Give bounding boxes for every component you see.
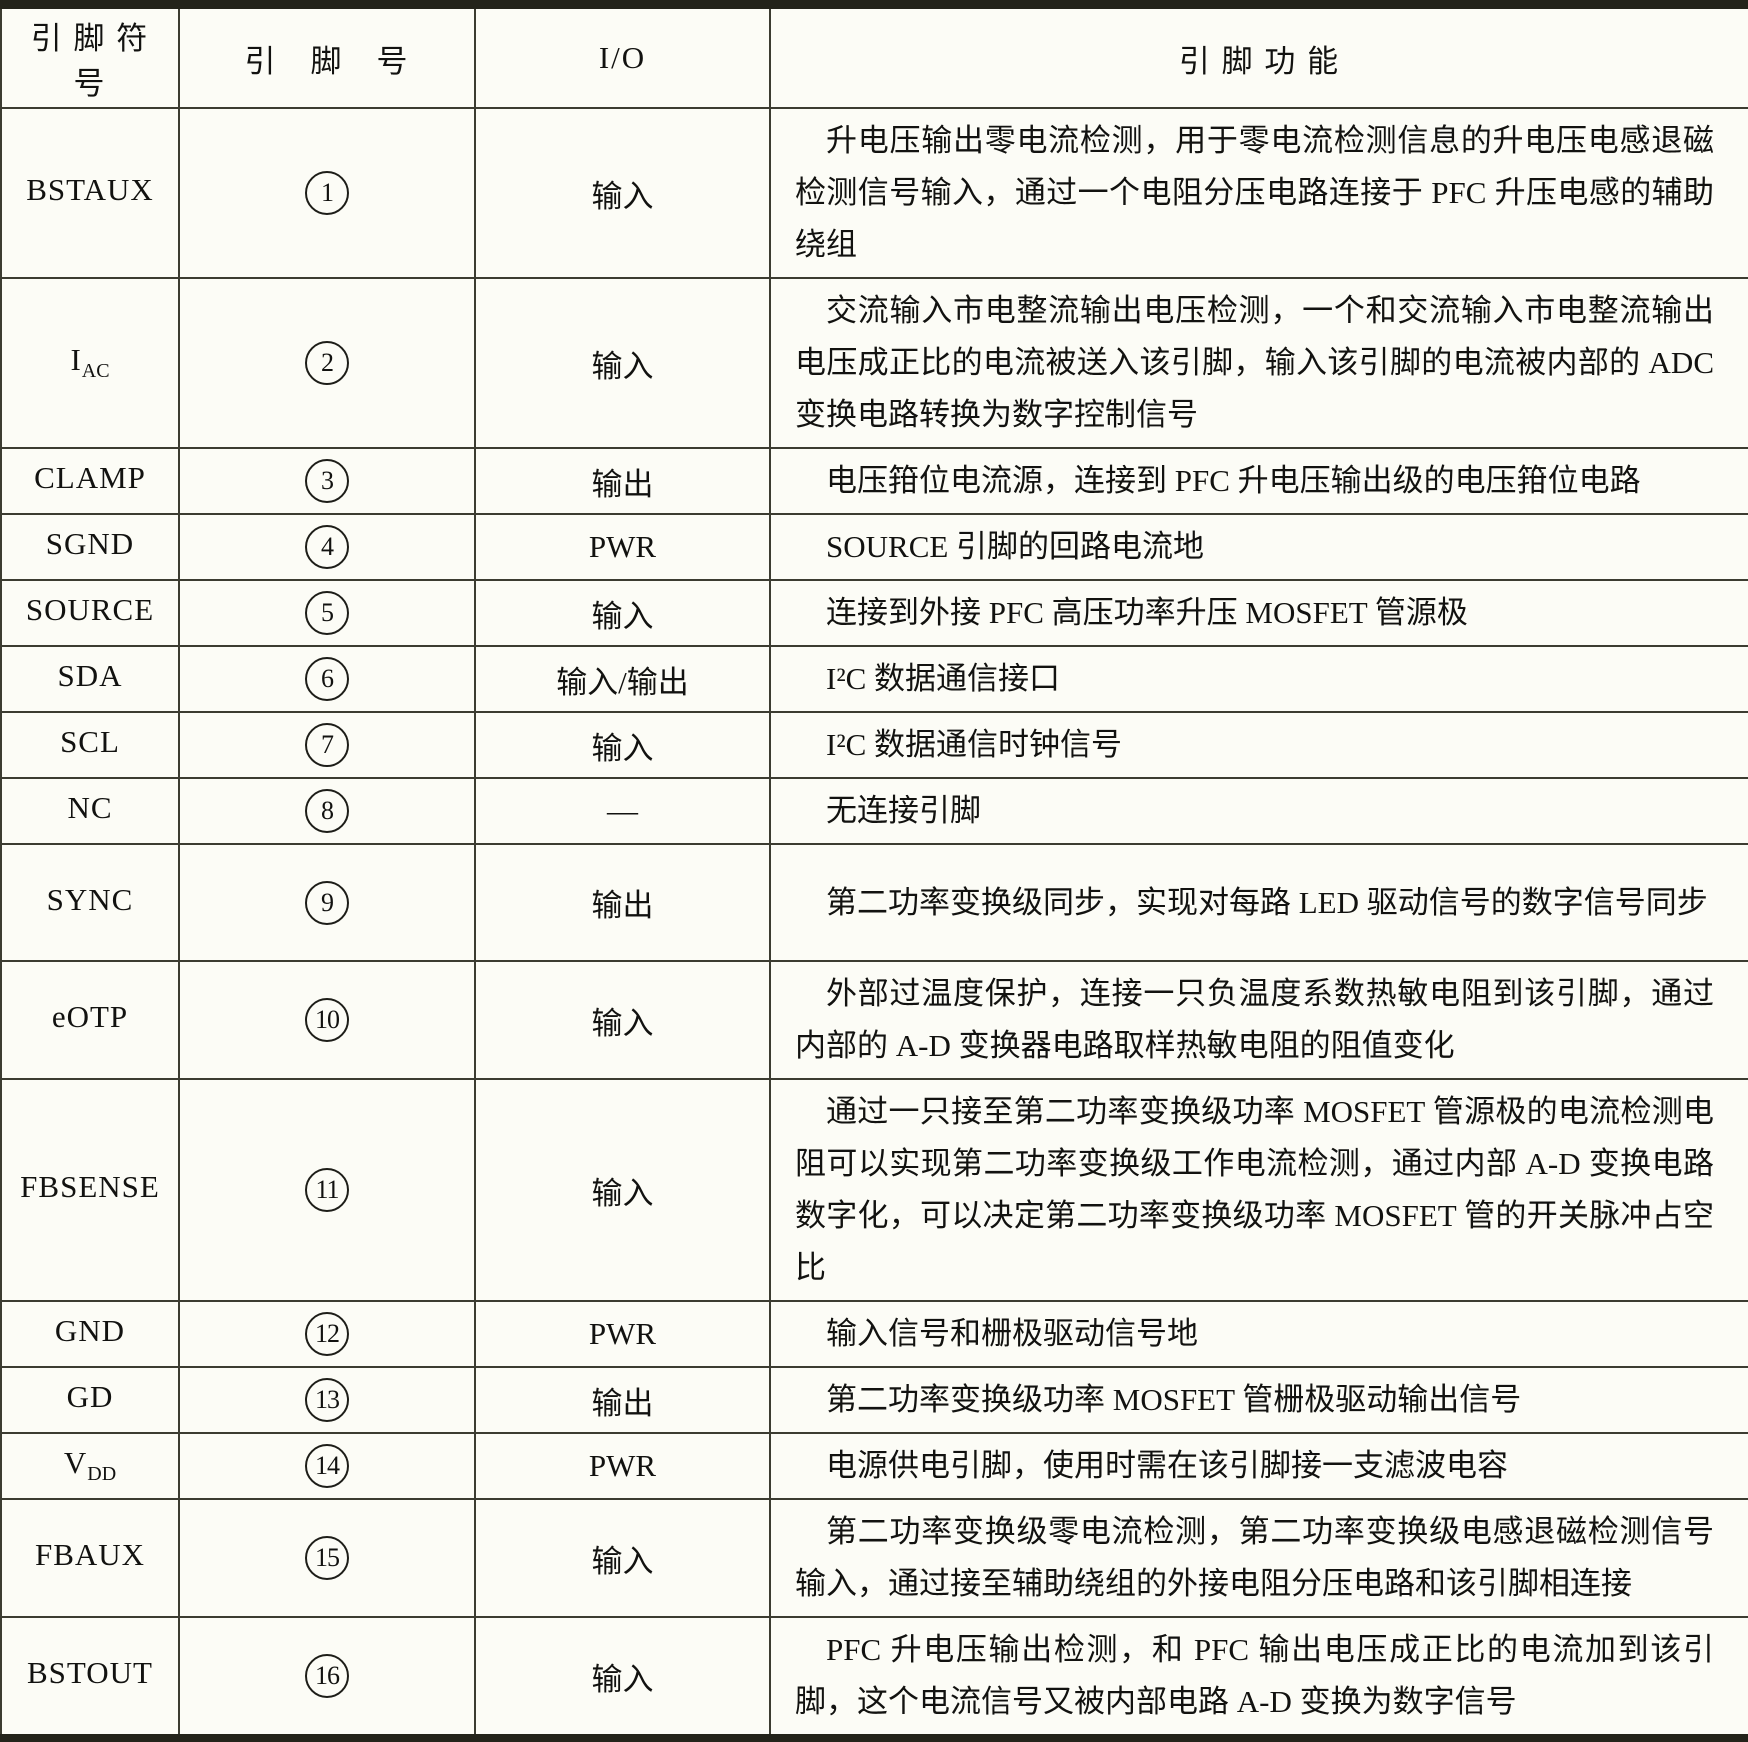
circled-number: 15	[305, 1536, 349, 1580]
pin-symbol: CLAMP	[0, 447, 180, 515]
pin-function: 电源供电引脚，使用时需在该引脚接一支滤波电容	[769, 1432, 1748, 1500]
pin-number: 10	[178, 960, 476, 1080]
circled-number: 13	[305, 1378, 349, 1422]
circled-number: 1	[305, 171, 349, 215]
circled-number: 9	[305, 880, 349, 925]
col-header-pin-function: 引 脚 功 能	[769, 3, 1748, 109]
pin-function: 交流输入市电整流输出电压检测，一个和交流输入市电整流输出电压成正比的电流被送入该…	[769, 277, 1748, 449]
table-row: GD 13 输出 第二功率变换级功率 MOSFET 管栅极驱动输出信号	[0, 1366, 1748, 1434]
pin-io: 输入	[474, 579, 771, 647]
pin-function: 通过一只接至第二功率变换级功率 MOSFET 管源极的电流检测电阻可以实现第二功…	[769, 1078, 1748, 1302]
table-row: CLAMP 3 输出 电压箝位电流源，连接到 PFC 升电压输出级的电压箝位电路	[0, 447, 1748, 515]
pin-function: 外部过温度保护，连接一只负温度系数热敏电阻到该引脚，通过内部的 A-D 变换器电…	[769, 960, 1748, 1080]
circled-number: 10	[305, 998, 349, 1042]
pin-symbol: SYNC	[0, 843, 180, 962]
circled-number: 8	[305, 789, 349, 833]
circled-number: 7	[305, 723, 349, 767]
circled-number: 3	[305, 459, 349, 503]
table-row: SDA 6 输入/输出 I²C 数据通信接口	[0, 645, 1748, 713]
table-row: VDD 14 PWR 电源供电引脚，使用时需在该引脚接一支滤波电容	[0, 1432, 1748, 1500]
table-row: SCL 7 输入 I²C 数据通信时钟信号	[0, 711, 1748, 779]
circled-number: 6	[305, 657, 349, 701]
table-row: BSTAUX 1 输入 升电压输出零电流检测，用于零电流检测信息的升电压电感退磁…	[0, 107, 1748, 279]
circled-number: 11	[305, 1168, 349, 1212]
pin-symbol: VDD	[0, 1432, 180, 1500]
pin-number: 15	[178, 1498, 476, 1618]
pin-number: 8	[178, 777, 476, 845]
pin-number: 6	[178, 645, 476, 713]
pin-function: SOURCE 引脚的回路电流地	[769, 513, 1748, 581]
pin-number: 1	[178, 107, 476, 279]
pin-number: 4	[178, 513, 476, 581]
pin-number: 3	[178, 447, 476, 515]
pin-number: 14	[178, 1432, 476, 1500]
pin-number: 12	[178, 1300, 476, 1368]
table-row: NC 8 — 无连接引脚	[0, 777, 1748, 845]
pin-function: 连接到外接 PFC 高压功率升压 MOSFET 管源极	[769, 579, 1748, 647]
pin-io: PWR	[474, 1432, 771, 1500]
pin-symbol: BSTAUX	[0, 107, 180, 279]
pin-function: 第二功率变换级零电流检测，第二功率变换级电感退磁检测信号输入，通过接至辅助绕组的…	[769, 1498, 1748, 1618]
circled-number: 2	[305, 341, 349, 385]
circled-number: 5	[305, 591, 349, 635]
circled-number: 12	[305, 1312, 349, 1356]
pin-function: 升电压输出零电流检测，用于零电流检测信息的升电压电感退磁检测信号输入，通过一个电…	[769, 107, 1748, 279]
pin-function: 第二功率变换级功率 MOSFET 管栅极驱动输出信号	[769, 1366, 1748, 1434]
pin-number: 13	[178, 1366, 476, 1434]
pin-io: 输入	[474, 711, 771, 779]
table-header-row: 引 脚 符 号 引 脚 号 I/O 引 脚 功 能	[0, 3, 1748, 109]
pin-io: 输入/输出	[474, 645, 771, 713]
pin-number: 9	[178, 843, 476, 962]
pin-io: 输出	[474, 843, 771, 962]
pin-function: I²C 数据通信时钟信号	[769, 711, 1748, 779]
circled-number: 4	[305, 525, 349, 569]
pin-io: PWR	[474, 513, 771, 581]
circled-number: 16	[305, 1654, 349, 1698]
pin-symbol: GD	[0, 1366, 180, 1434]
pin-symbol: NC	[0, 777, 180, 845]
pin-symbol: GND	[0, 1300, 180, 1368]
circled-number: 14	[305, 1444, 349, 1488]
pin-function: 第二功率变换级同步，实现对每路 LED 驱动信号的数字信号同步	[769, 843, 1748, 962]
table-row: eOTP 10 输入 外部过温度保护，连接一只负温度系数热敏电阻到该引脚，通过内…	[0, 960, 1748, 1080]
pin-io: PWR	[474, 1300, 771, 1368]
pin-symbol: SDA	[0, 645, 180, 713]
col-header-io: I/O	[474, 3, 771, 109]
pin-number: 5	[178, 579, 476, 647]
pin-function: I²C 数据通信接口	[769, 645, 1748, 713]
pin-number: 2	[178, 277, 476, 449]
pin-symbol: FBSENSE	[0, 1078, 180, 1302]
pin-io: 输入	[474, 107, 771, 279]
table-row: SGND 4 PWR SOURCE 引脚的回路电流地	[0, 513, 1748, 581]
pin-io: 输出	[474, 447, 771, 515]
table-row: SOURCE 5 输入 连接到外接 PFC 高压功率升压 MOSFET 管源极	[0, 579, 1748, 647]
pin-function: 电压箝位电流源，连接到 PFC 升电压输出级的电压箝位电路	[769, 447, 1748, 515]
pin-number: 11	[178, 1078, 476, 1302]
pin-io: 输入	[474, 1078, 771, 1302]
table-row: SYNC 9 输出 第二功率变换级同步，实现对每路 LED 驱动信号的数字信号同…	[0, 843, 1748, 962]
pin-number: 7	[178, 711, 476, 779]
table-row: FBAUX 15 输入 第二功率变换级零电流检测，第二功率变换级电感退磁检测信号…	[0, 1498, 1748, 1618]
pin-io: 输入	[474, 1498, 771, 1618]
pin-io: —	[474, 777, 771, 845]
table-row: IAC 2 输入 交流输入市电整流输出电压检测，一个和交流输入市电整流输出电压成…	[0, 277, 1748, 449]
table-row: GND 12 PWR 输入信号和栅极驱动信号地	[0, 1300, 1748, 1368]
pin-io: 输出	[474, 1366, 771, 1434]
col-header-pin-number: 引 脚 号	[178, 3, 476, 109]
pin-symbol: FBAUX	[0, 1498, 180, 1618]
col-header-pin-symbol: 引 脚 符 号	[0, 3, 180, 109]
pin-symbol: SOURCE	[0, 579, 180, 647]
pin-symbol: IAC	[0, 277, 180, 449]
pin-io: 输入	[474, 960, 771, 1080]
pin-symbol: eOTP	[0, 960, 180, 1080]
pin-symbol: SCL	[0, 711, 180, 779]
pin-function: 输入信号和栅极驱动信号地	[769, 1300, 1748, 1368]
pin-function: 无连接引脚	[769, 777, 1748, 845]
pin-io: 输入	[474, 277, 771, 449]
pin-symbol: SGND	[0, 513, 180, 581]
table-row: FBSENSE 11 输入 通过一只接至第二功率变换级功率 MOSFET 管源极…	[0, 1078, 1748, 1302]
